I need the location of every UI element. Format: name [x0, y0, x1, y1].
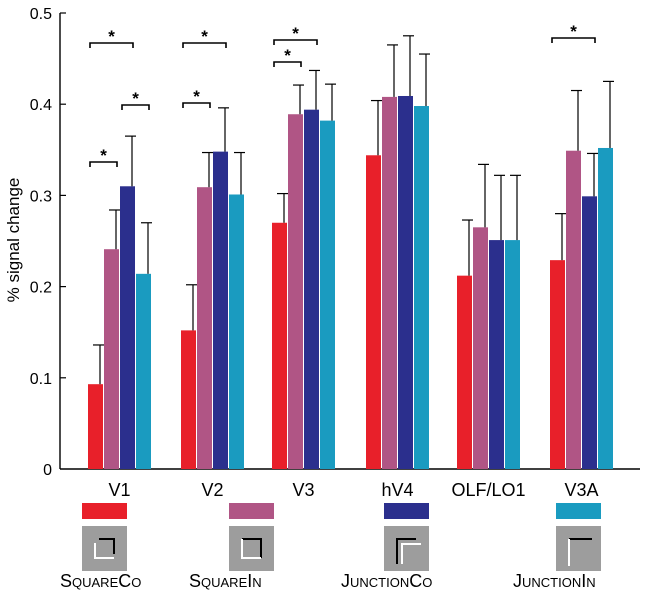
bar [489, 240, 504, 469]
legend-stroke [401, 543, 421, 564]
significance-star: * [292, 24, 299, 43]
category-label: hV4 [381, 480, 413, 500]
legend-stroke [94, 543, 114, 559]
category-label: V3 [292, 480, 314, 500]
category-labels: V1 V2 V3 hV4 OLF/LO1 V3A [108, 480, 598, 500]
legend: SQUARECO SQUAREIN JUNCTIONCO JUNCTIONIN [60, 503, 601, 590]
bar [120, 186, 135, 469]
legend-icon-junction-co [384, 526, 429, 571]
category-label: V1 [108, 480, 130, 500]
bars [88, 95, 613, 470]
significance-bracket [273, 39, 318, 45]
legend-swatch [82, 503, 127, 519]
legend-icon-junction-in [556, 526, 601, 571]
category-label: OLF/LO1 [451, 480, 525, 500]
significance-brackets: ******** [89, 22, 596, 167]
y-tick-label: 0.5 [30, 6, 52, 23]
y-tick-label: 0.2 [30, 280, 52, 297]
bar [366, 155, 381, 469]
bar [582, 196, 597, 469]
legend-label: SQUARECO [60, 571, 141, 590]
bar [88, 384, 103, 469]
significance-star: * [284, 46, 291, 65]
bar [288, 114, 303, 470]
bar [457, 275, 472, 469]
bar [320, 120, 335, 469]
bar [136, 273, 151, 469]
significance-bracket [551, 37, 596, 43]
bar [473, 227, 488, 469]
y-tick-label: 0.3 [30, 188, 52, 205]
legend-label: JUNCTIONIN [513, 571, 596, 590]
significance-star: * [132, 89, 139, 108]
legend-label: SQUAREIN [189, 571, 262, 590]
bar [566, 150, 581, 469]
bar [304, 109, 319, 469]
category-label: V2 [201, 480, 223, 500]
bar [104, 249, 119, 469]
bar [229, 194, 244, 469]
legend-swatch [384, 503, 429, 519]
axes: 0 0.1 0.2 0.3 0.4 0.5 [30, 6, 640, 479]
significance-bracket [182, 42, 227, 48]
significance-star: * [108, 27, 115, 46]
bar [398, 95, 413, 469]
bar [550, 260, 565, 469]
legend-stroke [396, 538, 416, 564]
significance-bracket [121, 104, 150, 110]
bar [414, 106, 429, 470]
significance-bracket [89, 161, 118, 167]
y-tick-label: 0.1 [30, 371, 52, 388]
legend-swatch [229, 503, 274, 519]
legend-stroke [242, 538, 262, 558]
bar [598, 147, 613, 469]
significance-star: * [193, 87, 200, 106]
y-tick-label: 0 [43, 462, 52, 479]
significance-star: * [570, 22, 577, 41]
bar [272, 222, 287, 469]
bar [181, 330, 196, 469]
significance-star: * [201, 27, 208, 46]
category-label: V3A [564, 480, 598, 500]
significance-bracket [182, 102, 211, 108]
error-bars [93, 35, 614, 385]
legend-label: JUNCTIONCO [341, 571, 432, 590]
legend-stroke [99, 538, 115, 554]
bar [213, 151, 228, 469]
legend-icon-square-co [82, 526, 127, 571]
significance-bracket [89, 42, 134, 48]
legend-stroke [241, 539, 261, 559]
y-axis-title: % signal change [4, 178, 23, 303]
bar [505, 240, 520, 469]
legend-icon-square-in [229, 526, 274, 571]
legend-swatch [556, 503, 601, 519]
y-tick-label: 0.4 [30, 97, 52, 114]
bar [197, 187, 212, 469]
significance-star: * [100, 146, 107, 165]
bar [382, 96, 397, 470]
significance-bracket [273, 61, 302, 67]
